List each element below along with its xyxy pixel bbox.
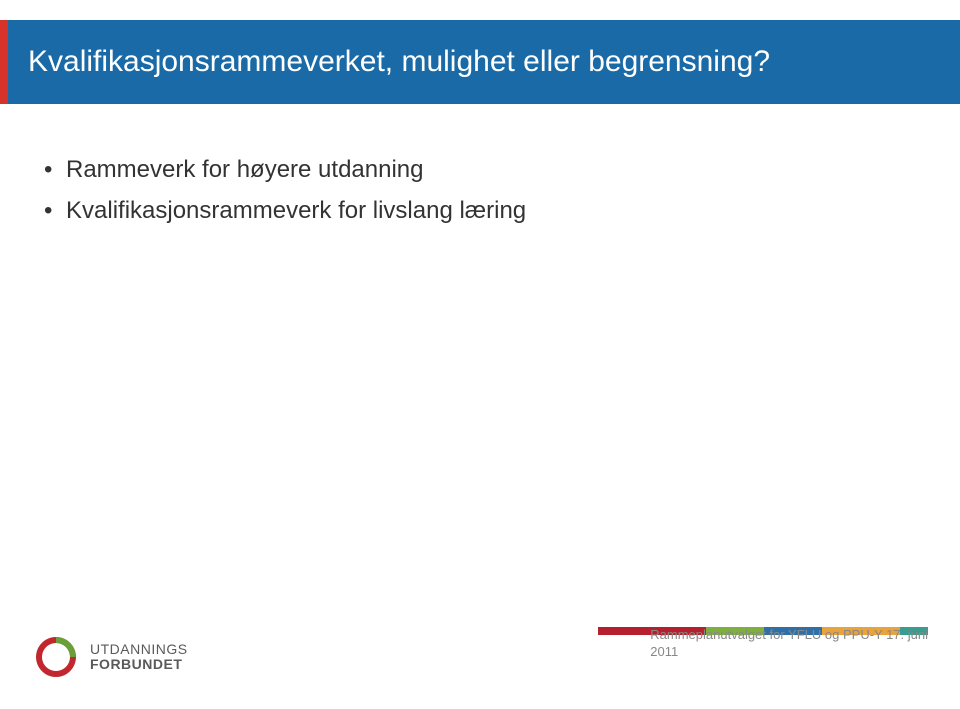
- content-area: Rammeverk for høyere utdanning Kvalifika…: [44, 150, 900, 232]
- title-accent-stripe: [0, 20, 8, 104]
- footnote-line1: Rammeplanutvalget for YFLU og PPU-Y 17. …: [650, 627, 928, 642]
- swirl-icon: [32, 633, 80, 681]
- logo-line2: FORBUNDET: [90, 657, 188, 672]
- bullet-list: Rammeverk for høyere utdanning Kvalifika…: [44, 150, 900, 232]
- logo-line1: UTDANNINGS: [90, 642, 188, 657]
- slide-title: Kvalifikasjonsrammeverket, mulighet elle…: [28, 45, 770, 79]
- footnote-line2: 2011: [650, 644, 678, 659]
- org-logo: UTDANNINGS FORBUNDET: [32, 633, 188, 681]
- bullet-item: Kvalifikasjonsrammeverk for livslang lær…: [44, 191, 900, 232]
- footnote: Rammeplanutvalget for YFLU og PPU-Y 17. …: [650, 627, 928, 661]
- slide: Kvalifikasjonsrammeverket, mulighet elle…: [0, 0, 960, 709]
- bullet-item: Rammeverk for høyere utdanning: [44, 150, 900, 191]
- logo-text: UTDANNINGS FORBUNDET: [90, 642, 188, 671]
- title-bar: Kvalifikasjonsrammeverket, mulighet elle…: [0, 20, 960, 104]
- footer: UTDANNINGS FORBUNDET Rammeplanutvalget f…: [0, 613, 960, 691]
